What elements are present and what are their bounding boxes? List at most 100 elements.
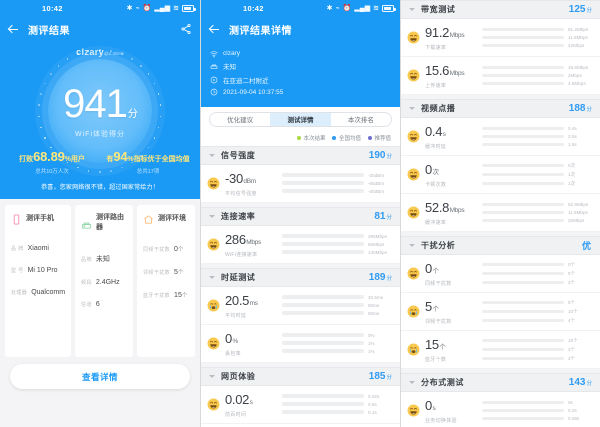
wifi-icon: ≋ — [373, 5, 379, 12]
bar-track — [282, 234, 364, 238]
bar-line: 4.5Mbps — [482, 81, 593, 86]
metric-unit: Mbps — [449, 32, 465, 39]
metric-value: -30dBm — [225, 170, 256, 186]
legend-label: 推荐值 — [374, 135, 391, 142]
section-header[interactable]: 视频点播 188分 — [401, 99, 600, 118]
bar-track — [282, 181, 364, 185]
stat-beat-users-sub: 总共10万人次 — [35, 169, 69, 175]
bar-track — [282, 189, 364, 193]
section-header[interactable]: 带宽测试 125分 — [401, 0, 600, 19]
view-detail-button[interactable]: 查看详情 — [10, 364, 190, 389]
bar-line: -65dBm — [282, 181, 393, 186]
bar-value-label: -30dBm — [368, 172, 385, 178]
card-row-value: Xiaomi — [27, 245, 49, 252]
back-arrow-icon[interactable] — [8, 24, 19, 35]
bar-track — [482, 43, 564, 48]
chevron-down-icon[interactable] — [409, 8, 415, 11]
section-title: 分布式测试 — [421, 378, 464, 387]
chevron-down-icon[interactable] — [409, 381, 415, 384]
chevron-down-icon[interactable] — [209, 374, 215, 378]
chevron-down-icon[interactable] — [409, 244, 415, 247]
metric-bars: 0个 5个 3个 — [482, 262, 593, 286]
card-row: 信道 6 — [81, 301, 127, 308]
metric-bars: 0% 1% 1% — [282, 333, 393, 354]
battery-icon — [382, 5, 396, 12]
meta-text: 在亚迪二村附近 — [223, 77, 269, 85]
bar-track — [482, 142, 564, 147]
card-row-key: 品 牌 — [11, 246, 24, 252]
metric-label: 缓冲速率 — [425, 220, 447, 226]
bar-value-label: 10个 — [568, 308, 578, 314]
hero-note: 恭喜，您家网络很不错，超过国家常给力！ — [41, 185, 159, 191]
bar-value-label: 0.2s — [568, 408, 577, 413]
metric-unit: 个 — [439, 344, 446, 351]
bar-line: 50ms — [282, 311, 393, 316]
bar-line: 0个 — [482, 262, 593, 268]
bar-line: 0s — [482, 400, 593, 405]
metric-row: 52.8Mbps 缓冲速率 52.8Mbps 11.9Mbps 20Mbps — [401, 194, 600, 232]
card-row: 处理器 Qualcomm — [11, 289, 65, 296]
meta-row: 未知 — [210, 61, 391, 71]
location-icon — [210, 76, 218, 84]
section-header[interactable]: 分布式测试 143分 — [401, 373, 600, 392]
bar-track — [482, 347, 564, 352]
metric-value: 20.5ms — [225, 292, 258, 308]
bar-line: 0.5s — [282, 402, 393, 407]
chevron-down-icon[interactable] — [409, 107, 415, 110]
chevron-down-icon[interactable] — [209, 275, 215, 279]
tab-3[interactable]: 本次排名 — [347, 117, 374, 124]
section-title: 带宽测试 — [421, 5, 456, 14]
bar-line: 2.5s — [482, 134, 593, 139]
bar-line: 15个 — [482, 338, 593, 344]
section-header[interactable]: 干扰分析 优 — [401, 236, 600, 255]
card-row: 蓝牙干扰数 15个 — [143, 291, 189, 299]
metric-bars: 91.2Mbps 11.9Mbps 42Mbps — [482, 27, 593, 48]
bar-track — [482, 81, 564, 86]
wifi-icon — [210, 50, 218, 58]
bar-track — [482, 318, 564, 323]
bar-value-label: 5个 — [568, 270, 576, 276]
metric-value: 15个 — [425, 337, 446, 352]
metric-bars: 286Mbps 65Mbps 130Mbps — [282, 234, 393, 255]
section-header[interactable]: 信号强度 190分 — [201, 145, 400, 165]
metric-bars: -30dBm -65dBm -40dBm — [282, 173, 393, 194]
tab-2[interactable]: 测试详情 — [270, 112, 331, 126]
bar-value-label: 0.5s — [368, 401, 377, 407]
info-card: 测评路由器 品牌 未知 频段 2.4GHz 信道 6 — [75, 205, 134, 357]
section-score: 190分 — [368, 149, 392, 161]
score-gauge: 941分 WiFi体验得分 — [38, 49, 162, 173]
bar-value-label: 20.5ms — [368, 294, 384, 300]
bar-value-label: 0.08s — [568, 416, 580, 421]
hero-stats: 打败68.89%用户 总共10万人次 有94%指标优于全国均值 总共17项 — [0, 149, 200, 175]
metric-value-block: 20.5ms 平均时延 — [225, 292, 277, 319]
bar-line: 1% — [282, 341, 393, 346]
card-row-value: 2.4GHz — [95, 279, 120, 286]
metric-value: 0次 — [425, 162, 439, 177]
bar-line: -30dBm — [282, 173, 393, 178]
section-header[interactable]: 时延测试 189分 — [201, 267, 400, 287]
bar-line: 1% — [282, 349, 393, 354]
tab-1[interactable]: 优化建议 — [227, 117, 254, 124]
router-icon — [210, 62, 218, 70]
section-header[interactable]: 网页体验 185分 — [201, 366, 400, 386]
chevron-down-icon[interactable] — [209, 153, 215, 157]
page-title: 测评结果 — [28, 25, 70, 37]
section-header[interactable]: 连接速率 81分 — [201, 206, 400, 226]
back-arrow-icon[interactable] — [209, 24, 220, 35]
happy-face-icon — [407, 69, 420, 82]
bar-value-label: 1.5s — [568, 142, 577, 147]
share-icon[interactable] — [180, 23, 192, 35]
metric-label: WiFi连接速率 — [225, 251, 258, 258]
legend-swatch — [332, 135, 337, 140]
chevron-down-icon[interactable] — [209, 214, 215, 218]
metric-value: 0.02s — [225, 391, 253, 407]
chart-legend: 本次结果 全国均值 推荐值 — [201, 130, 400, 146]
metric-value-block: 0.4s 缓冲时延 — [425, 123, 477, 150]
section-score-unit: 分 — [586, 381, 592, 387]
legend-label: 本次结果 — [303, 135, 326, 142]
metric-bars: 0.4s 2.5s 1.5s — [482, 126, 593, 147]
metric-label: 平均时延 — [225, 312, 247, 319]
status-bar: 10:42 ✱ ⌁ ⏰ ▂▄▆ ≋ — [0, 0, 200, 17]
bar-value-label: 1次 — [568, 171, 576, 177]
